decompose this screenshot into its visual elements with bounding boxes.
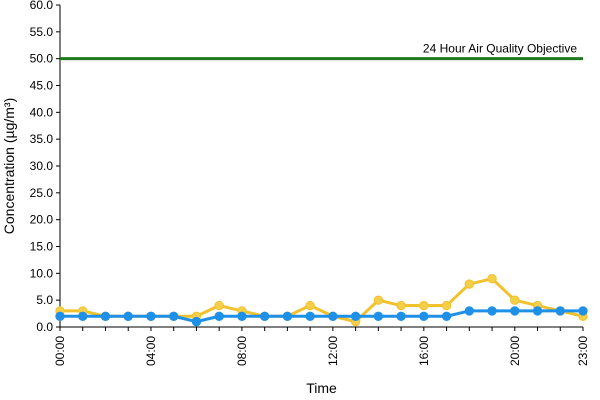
- x-tick-label: 08:00: [235, 336, 249, 366]
- data-point: [487, 306, 497, 316]
- y-tick-label: 15.0: [30, 240, 54, 254]
- data-point: [328, 311, 338, 321]
- reference-line-group: 24 Hour Air Quality Objective: [60, 42, 583, 61]
- data-point: [55, 311, 65, 321]
- y-tick-label: 55.0: [30, 25, 54, 39]
- data-point: [259, 311, 270, 321]
- data-point: [305, 300, 315, 311]
- y-tick-label: 0.0: [36, 320, 53, 334]
- y-tick-label: 25.0: [30, 186, 54, 200]
- x-tick-label: 04:00: [144, 336, 158, 366]
- data-point: [373, 295, 384, 305]
- data-point: [168, 311, 179, 321]
- data-point: [510, 295, 520, 305]
- data-point: [191, 316, 202, 327]
- x-tick-label: 23:00: [576, 336, 590, 366]
- data-point: [441, 300, 452, 311]
- data-point: [396, 300, 406, 311]
- series-2: [55, 306, 588, 327]
- x-tick-label: 16:00: [417, 336, 431, 366]
- data-point: [419, 300, 429, 311]
- y-tick-label: 10.0: [30, 266, 54, 280]
- y-tick-label: 20.0: [30, 213, 54, 227]
- data-point: [464, 279, 475, 289]
- series-1: [55, 274, 588, 327]
- data-point: [305, 311, 315, 321]
- data-point: [146, 311, 156, 321]
- y-tick-label: 30.0: [30, 159, 54, 173]
- data-point: [350, 311, 361, 321]
- data-point: [396, 311, 406, 321]
- x-tick-label: 00:00: [53, 336, 67, 366]
- data-point: [555, 306, 565, 316]
- data-point: [78, 311, 88, 321]
- data-point: [510, 306, 520, 316]
- data-point: [441, 311, 452, 321]
- data-point: [487, 274, 497, 284]
- data-point: [532, 306, 543, 316]
- data-point: [237, 311, 247, 321]
- x-tick-label: 12:00: [326, 336, 340, 366]
- y-axis-title: Concentration (µg/m³): [1, 98, 17, 234]
- y-tick-label: 40.0: [30, 105, 54, 119]
- y-tick-label: 5.0: [36, 293, 53, 307]
- y-tick-label: 45.0: [30, 79, 54, 93]
- y-tick-label: 60.0: [30, 0, 54, 12]
- x-axis-title: Time: [306, 380, 337, 396]
- data-point: [214, 311, 224, 321]
- data-point: [100, 311, 111, 321]
- axes: 0.0 5.0 10.0 15.0 20.0 25.0 30.0 35.0 40.0 45.0 50…: [30, 0, 590, 366]
- y-tick-label: 35.0: [30, 132, 54, 146]
- y-tick-label: 50.0: [30, 52, 54, 66]
- data-point: [123, 311, 133, 321]
- reference-line-label: 24 Hour Air Quality Objective: [423, 42, 577, 56]
- data-point: [214, 300, 224, 311]
- data-point: [419, 311, 429, 321]
- data-point: [373, 311, 384, 321]
- x-tick-label: 20:00: [508, 336, 522, 366]
- series-group: [55, 274, 588, 327]
- data-point: [464, 306, 475, 316]
- data-point: [282, 311, 293, 321]
- data-point: [578, 306, 588, 316]
